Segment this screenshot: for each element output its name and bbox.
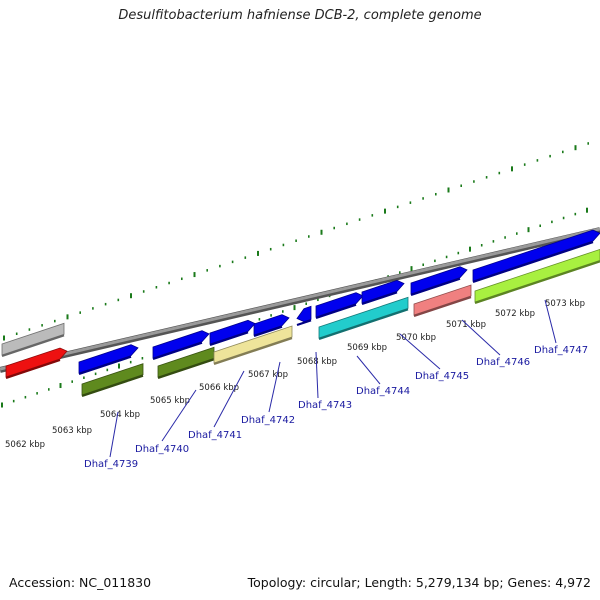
- gene-label: Dhaf_4742: [241, 415, 295, 426]
- gene-blue-shadow: [152, 341, 203, 361]
- gene-label-leader: [161, 389, 197, 442]
- gene-label: Dhaf_4741: [188, 430, 242, 441]
- gene-gray-shadow: [1, 334, 65, 358]
- gene-pink: [413, 284, 472, 318]
- scale-label: 5070 kbp: [396, 333, 436, 343]
- lower-scale-ticks: [1, 207, 588, 408]
- gene-label-leader: [461, 319, 501, 356]
- gene-khaki-body: [213, 325, 293, 364]
- gene-blue: [315, 292, 364, 320]
- gene-label: Dhaf_4746: [476, 357, 530, 368]
- scale-label: 5073 kbp: [545, 299, 585, 309]
- gene-label: Dhaf_4739: [84, 459, 138, 470]
- gene-label-leader: [544, 299, 557, 344]
- gene-blue: [472, 229, 600, 284]
- genome-backbone: [0, 227, 600, 373]
- gene-pink-body: [413, 284, 472, 316]
- gene-red: [5, 347, 68, 380]
- scale-label: 5071 kbp: [446, 320, 486, 330]
- gene-label: Dhaf_4743: [298, 400, 352, 411]
- gene-blue-body: [410, 266, 468, 295]
- gene-label-leader: [356, 355, 381, 385]
- scale-label: 5062 kbp: [5, 440, 45, 450]
- gene-blue-body: [152, 330, 210, 359]
- gene-label-leader: [109, 411, 119, 458]
- gene-khaki-shadow: [213, 336, 293, 366]
- gene-blue-shadow: [296, 319, 312, 327]
- gene-red-body: [5, 347, 68, 378]
- gene-blue: [78, 344, 139, 376]
- gene-red-shadow: [5, 358, 61, 380]
- gene-lime-body: [474, 248, 600, 303]
- gene-lime-shadow: [474, 260, 600, 305]
- gene-blue-body: [361, 279, 405, 304]
- topology-text: Topology: circular; Length: 5,279,134 bp…: [247, 575, 591, 590]
- scale-label: 5066 kbp: [199, 383, 239, 393]
- gene-label: Dhaf_4744: [356, 386, 410, 397]
- gene-gray-body: [1, 322, 65, 356]
- gene-label: Dhaf_4740: [135, 444, 189, 455]
- gene-blue: [253, 314, 290, 338]
- gene-blue-shadow: [209, 331, 249, 347]
- gene-blue: [361, 279, 405, 306]
- gene-blue-shadow: [410, 277, 461, 297]
- gene-labels: Dhaf_4739Dhaf_4740Dhaf_4741Dhaf_4742Dhaf…: [84, 345, 588, 470]
- scale-label: 5069 kbp: [347, 343, 387, 353]
- genome-title: Desulfitobacterium hafniense DCB-2, comp…: [118, 8, 482, 23]
- scale-label: 5067 kbp: [248, 370, 288, 380]
- gene-label: Dhaf_4745: [415, 371, 469, 382]
- gene-blue: [152, 330, 210, 361]
- gene-blue-shadow: [361, 291, 398, 306]
- gene-label: Dhaf_4747: [534, 345, 588, 356]
- accession-text: Accession: NC_011830: [9, 575, 152, 590]
- gene-blue-shadow: [253, 325, 283, 338]
- gene-cyan-body: [318, 296, 409, 339]
- gene-label-leader: [399, 333, 441, 370]
- gene-blue-shadow: [315, 303, 357, 320]
- gene-lime: [474, 248, 600, 305]
- scale-label: 5063 kbp: [52, 426, 92, 436]
- scale-label: 5072 kbp: [495, 309, 535, 319]
- scale-label: 5065 kbp: [150, 396, 190, 406]
- gene-cyan-shadow: [318, 308, 409, 341]
- gene-label-leader: [268, 361, 281, 413]
- gene-pink-shadow: [413, 295, 472, 318]
- gene-gray: [1, 322, 65, 358]
- gene-blue: [296, 305, 312, 327]
- gene-blue-body: [78, 344, 139, 374]
- scale-label: 5064 kbp: [100, 410, 140, 420]
- gene-blue-shadow: [472, 240, 594, 284]
- gene-features: [1, 229, 600, 398]
- gene-label-leaders: [109, 299, 557, 458]
- gene-olive-body: [81, 363, 144, 396]
- gene-blue-body: [315, 292, 364, 318]
- upper-scale-ticks: [3, 142, 590, 341]
- scale-labels: 5062 kbp 5063 kbp 5064 kbp 5065 kbp 5066 kbp…: [5, 299, 585, 450]
- gene-cyan: [318, 296, 409, 341]
- gene-blue-body: [472, 229, 600, 282]
- gene-blue-body: [253, 314, 290, 336]
- gene-blue-shadow: [78, 355, 132, 376]
- gene-blue-body: [209, 319, 256, 345]
- gene-blue: [410, 266, 468, 297]
- gene-olive-shadow: [81, 374, 144, 398]
- scale-label: 5068 kbp: [297, 357, 337, 367]
- gene-label-leader: [213, 370, 245, 428]
- gene-label-leader: [315, 351, 319, 399]
- gene-olive: [81, 363, 144, 398]
- gene-blue: [209, 319, 256, 347]
- gene-khaki: [213, 325, 293, 366]
- gene-blue-body: [296, 305, 312, 323]
- gene-olive-shadow: [157, 358, 215, 380]
- backbone-highlight: [0, 227, 600, 371]
